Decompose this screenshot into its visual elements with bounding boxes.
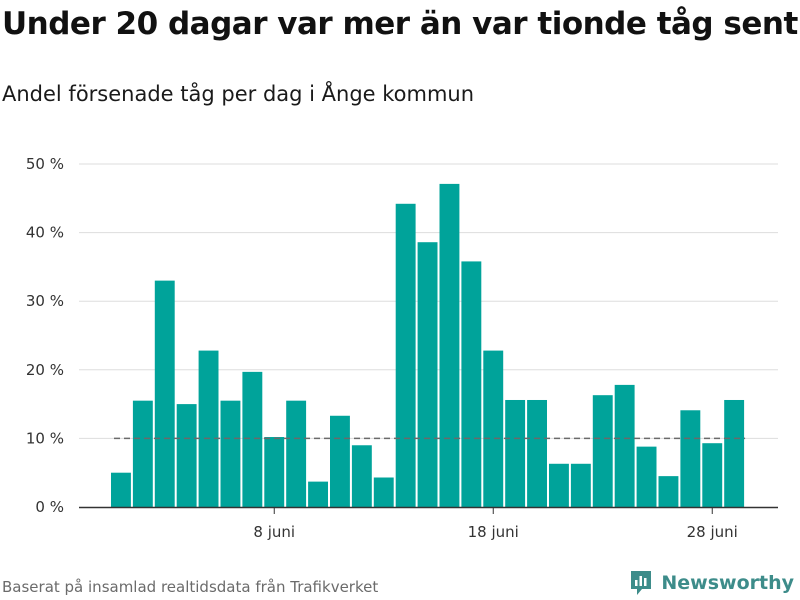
y-tick-label: 0 % bbox=[35, 498, 64, 516]
x-tick-label: 18 juni bbox=[468, 523, 519, 541]
bar bbox=[658, 476, 679, 507]
x-tick-label: 28 juni bbox=[687, 523, 738, 541]
x-tick-label: 8 juni bbox=[253, 523, 295, 541]
bar bbox=[680, 410, 701, 507]
bar bbox=[395, 203, 416, 507]
newsworthy-logo-icon bbox=[631, 571, 652, 595]
chart-subtitle: Andel försenade tåg per dag i Ånge kommu… bbox=[2, 82, 475, 106]
bar bbox=[242, 371, 263, 507]
bar bbox=[592, 395, 613, 507]
bar bbox=[176, 404, 197, 507]
brand-name: Newsworthy bbox=[661, 572, 794, 594]
bar bbox=[549, 463, 569, 507]
bar bbox=[198, 350, 219, 507]
axes: 0 % 10 % 20 % 30 % 40 % 50 % 8 juni 18 juni 28 j… bbox=[26, 155, 778, 541]
bar bbox=[264, 437, 285, 507]
bars bbox=[111, 183, 745, 508]
chart-title: Under 20 dagar var mer än var tionde tåg… bbox=[2, 6, 798, 42]
source-note: Baserat på insamlad realtidsdata från Tr… bbox=[2, 578, 379, 596]
y-tick-label: 50 % bbox=[26, 155, 64, 173]
bar bbox=[702, 443, 723, 507]
bar bbox=[461, 261, 482, 507]
bar bbox=[417, 242, 438, 507]
bar bbox=[439, 183, 460, 508]
bar bbox=[351, 445, 372, 507]
bar bbox=[220, 400, 241, 507]
bar bbox=[505, 399, 526, 507]
newsworthy-brand[interactable]: Newsworthy bbox=[629, 569, 794, 597]
bar bbox=[154, 280, 175, 507]
y-tick-label: 30 % bbox=[26, 292, 64, 310]
bar bbox=[570, 463, 591, 507]
bar bbox=[636, 446, 657, 507]
bar bbox=[527, 399, 547, 507]
delayed-trains-bar-chart: 0 % 10 % 20 % 30 % 40 % 50 % 8 juni 18 juni 28 j… bbox=[26, 155, 778, 541]
bar bbox=[614, 384, 635, 507]
bar bbox=[724, 399, 745, 507]
y-tick-label: 10 % bbox=[26, 429, 64, 447]
y-tick-label: 20 % bbox=[26, 361, 64, 379]
y-tick-label: 40 % bbox=[26, 224, 64, 242]
bar bbox=[308, 481, 328, 507]
bar bbox=[330, 415, 350, 507]
bar bbox=[111, 472, 131, 507]
bar bbox=[373, 477, 394, 507]
bar bbox=[483, 350, 504, 507]
bar bbox=[132, 400, 153, 507]
bar bbox=[286, 400, 307, 507]
